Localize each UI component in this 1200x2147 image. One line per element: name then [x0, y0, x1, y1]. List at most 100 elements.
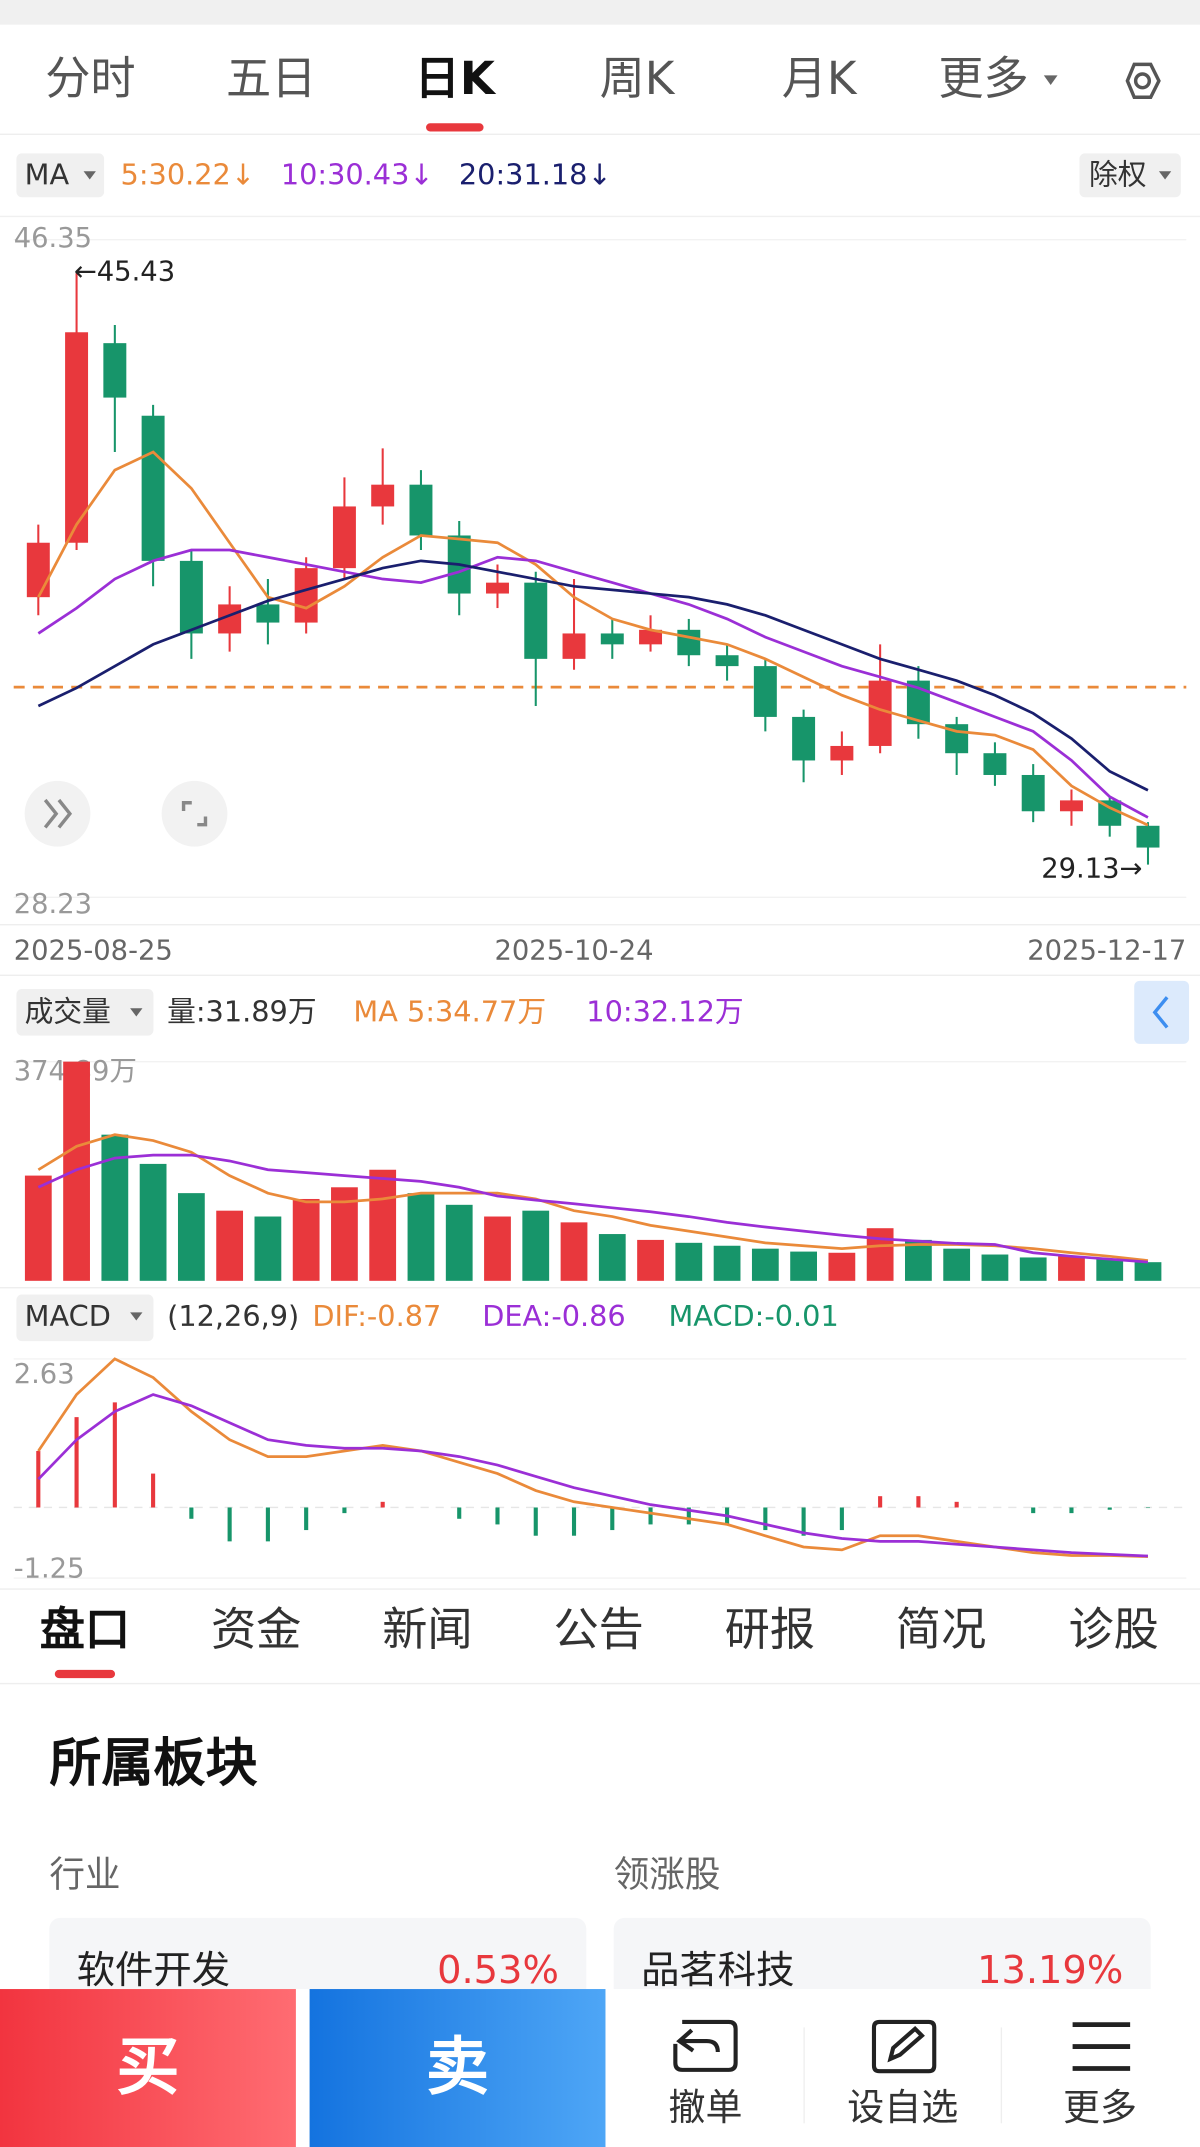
volume-button-label: 成交量: [25, 995, 111, 1029]
adjust-button[interactable]: [1079, 153, 1181, 198]
info-tab[interactable]: 公告: [553, 1603, 643, 1656]
tab-underline: [426, 123, 484, 132]
period-tab[interactable]: 月K: [782, 52, 858, 105]
fullscreen-button[interactable]: [161, 780, 228, 847]
sell-button[interactable]: [309, 1989, 606, 2147]
dropdown-arrow: [1043, 75, 1058, 85]
settings-icon[interactable]: [1125, 62, 1161, 99]
info-tab[interactable]: 简况: [896, 1603, 986, 1656]
info-tab[interactable]: 资金: [211, 1603, 301, 1656]
volume-bar: [1058, 1256, 1085, 1281]
candle-body: [65, 332, 89, 543]
y-tick-label: -1.25: [14, 1553, 85, 1584]
volume-bar: [828, 1252, 856, 1281]
volume-bar: [598, 1234, 626, 1281]
volume-bar: [1134, 1262, 1162, 1281]
section-title: 所属板块: [49, 1734, 257, 1794]
x-tick-label: 2025-10-24: [494, 936, 653, 967]
volume-bar: [905, 1239, 932, 1281]
volume-bar: [981, 1254, 1009, 1281]
volume-legend: 10:32.12万: [586, 995, 743, 1029]
candle-body: [371, 484, 395, 507]
info-tab[interactable]: 研报: [725, 1603, 815, 1656]
candle-body: [562, 633, 586, 659]
industry-change: 0.53%: [437, 1948, 559, 1993]
y-tick-label: 2.63: [14, 1359, 75, 1390]
macd-legend: DEA:-0.86: [482, 1299, 626, 1333]
candle-body: [715, 655, 739, 667]
adjust-button-label: 除权: [1089, 158, 1147, 192]
info-tab[interactable]: 盘口: [40, 1603, 130, 1656]
x-tick-label: 2025-12-17: [1027, 936, 1186, 967]
volume-bar: [292, 1198, 320, 1281]
action-label[interactable]: 更多: [1063, 2086, 1137, 2129]
volume-button[interactable]: [16, 989, 154, 1036]
dropdown-arrow: [1158, 171, 1172, 180]
candle-body: [830, 745, 854, 761]
macd-legend: MACD:-0.01: [668, 1299, 838, 1333]
volume-value: 量:31.89万: [167, 995, 317, 1029]
volume-bar: [751, 1248, 779, 1281]
leader-change: 13.19%: [977, 1948, 1123, 1993]
candle-body: [868, 680, 892, 746]
volume-bar: [790, 1251, 818, 1281]
leader-name: 品茗科技: [641, 1948, 794, 1993]
period-tab[interactable]: 周K: [600, 52, 676, 105]
volume-ma-line: [37, 1133, 1149, 1262]
volume-bar: [369, 1169, 397, 1281]
ma-legend: 10:30.43↓: [281, 158, 434, 192]
action-label[interactable]: 设自选: [847, 2086, 958, 2129]
period-tab[interactable]: 分时: [45, 52, 135, 105]
volume-bar: [1019, 1257, 1047, 1281]
leader-heading: 领涨股: [614, 1855, 721, 1896]
macd-button[interactable]: [16, 1294, 154, 1342]
sell-label: 卖: [426, 2030, 489, 2103]
macd-button-label: MACD: [25, 1299, 111, 1333]
candle-body: [1059, 800, 1083, 812]
candle-body: [26, 542, 50, 598]
tab-underline: [54, 1669, 116, 1679]
buy-button[interactable]: [0, 1989, 296, 2147]
cancel-order-icon[interactable]: [673, 2019, 738, 2072]
ma-line: [37, 548, 1149, 819]
candle-body: [332, 506, 356, 569]
candle-body: [486, 582, 509, 594]
macd-line: [37, 1393, 1149, 1558]
ma-button[interactable]: [16, 153, 105, 198]
y-tick-label: 28.23: [14, 889, 92, 920]
volume-bar: [713, 1245, 741, 1281]
ma-legend: 5:30.22↓: [121, 158, 255, 192]
side-panel-tab[interactable]: [1134, 980, 1190, 1044]
volume-bar: [254, 1216, 282, 1281]
info-tab[interactable]: 新闻: [382, 1603, 472, 1656]
status-strip: [0, 0, 1200, 25]
candle-body: [103, 343, 127, 398]
candle-body: [524, 582, 548, 659]
period-tab[interactable]: 日K: [415, 52, 497, 105]
min-price-label: 29.13→: [1041, 854, 1142, 885]
candle-body: [639, 629, 663, 645]
action-label[interactable]: 撤单: [669, 2086, 743, 2129]
ma-line: [37, 450, 1149, 827]
dropdown-arrow: [130, 1008, 143, 1017]
period-tab[interactable]: 更多: [938, 52, 1028, 105]
watchlist-icon[interactable]: [871, 2019, 937, 2074]
settings-icon-center: [1133, 72, 1152, 90]
volume-bar: [522, 1210, 550, 1281]
ma-legend: 20:31.18↓: [459, 158, 612, 192]
candle-body: [1136, 825, 1160, 848]
volume-legend: MA 5:34.77万: [353, 995, 546, 1029]
period-tab[interactable]: 五日: [226, 52, 316, 105]
volume-bar: [484, 1216, 511, 1281]
dropdown-arrow: [83, 171, 96, 180]
more-icon[interactable]: [1072, 2022, 1131, 2071]
candle-body: [753, 666, 777, 717]
candle-body: [179, 560, 203, 634]
info-tab[interactable]: 诊股: [1069, 1603, 1159, 1656]
volume-ma-line: [37, 1153, 1149, 1264]
candle-body: [218, 604, 242, 634]
macd-legend: DIF:-0.87: [312, 1299, 441, 1333]
max-price-label: ←45.43: [74, 257, 175, 288]
volume-bar: [139, 1163, 167, 1281]
